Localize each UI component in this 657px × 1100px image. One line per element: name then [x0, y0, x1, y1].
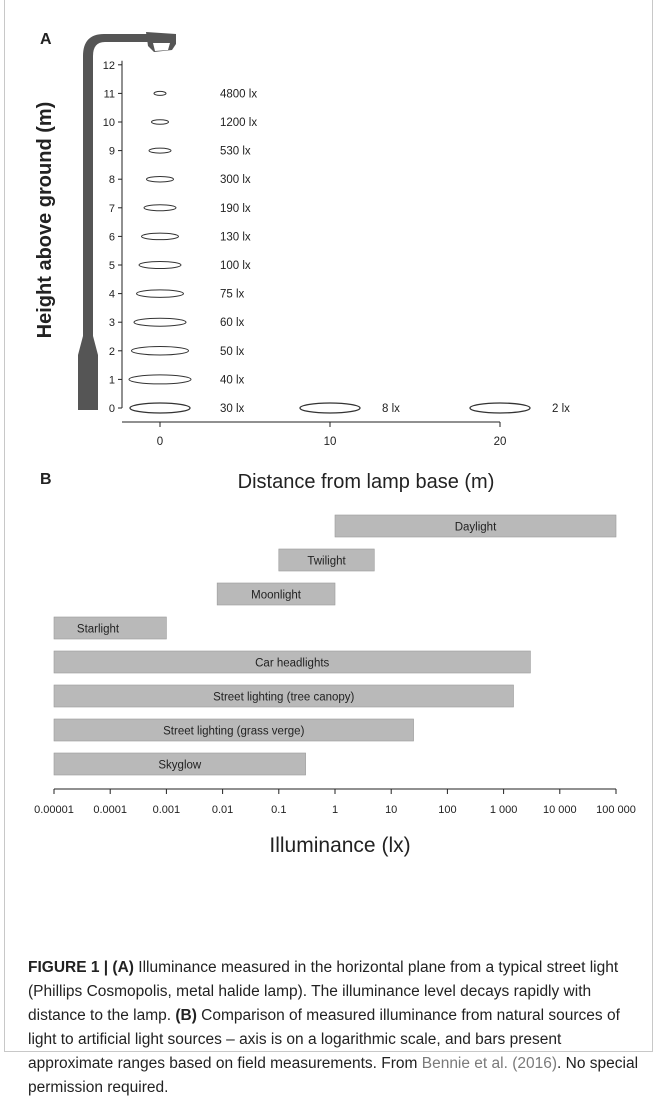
illuminance-ellipse	[141, 232, 179, 241]
y-tick-label: 10	[103, 117, 115, 129]
bar-label: Car headlights	[255, 658, 329, 670]
range-bar	[334, 514, 617, 538]
x-tick-label-b: 0.00001	[34, 804, 74, 816]
illuminance-ellipse	[153, 90, 167, 96]
illuminance-ellipse	[138, 261, 182, 269]
panel-label-a: A	[40, 31, 52, 48]
bar-label: Street lighting (grass verge)	[163, 726, 304, 738]
range-bar	[53, 752, 306, 776]
illuminance-label: 30 lx	[220, 403, 245, 415]
illuminance-ellipse	[133, 317, 187, 327]
illuminance-ellipse	[151, 119, 169, 125]
illuminance-ellipse	[299, 402, 361, 414]
bar-label: Starlight	[77, 624, 120, 636]
caption-lead: FIGURE 1 | (A)	[28, 959, 134, 976]
y-tick-label: 7	[109, 203, 115, 215]
caption-b-label: (B)	[175, 1007, 197, 1024]
illuminance-label: 50 lx	[220, 346, 245, 358]
y-tick-label: 3	[109, 317, 115, 329]
illuminance-ellipse	[146, 175, 174, 183]
illuminance-ellipse	[148, 147, 172, 154]
illuminance-label: 130 lx	[220, 231, 251, 243]
x-tick-label-b: 1 000	[490, 804, 518, 816]
bar-label: Daylight	[455, 522, 497, 534]
y-axis-title: Height above ground (m)	[34, 102, 56, 339]
y-tick-label: 4	[109, 289, 115, 301]
x-tick-label-b: 10 000	[543, 804, 577, 816]
figure-caption: FIGURE 1 | (A) Illuminance measured in t…	[28, 956, 638, 1100]
y-tick-label: 8	[109, 174, 115, 186]
illuminance-ellipse	[469, 402, 531, 414]
illuminance-label: 8 lx	[382, 403, 400, 415]
y-tick-label: 12	[103, 60, 115, 72]
range-bar	[53, 650, 531, 674]
x-tick-label-b: 100	[438, 804, 456, 816]
illuminance-label: 100 lx	[220, 260, 251, 272]
range-bar	[53, 616, 167, 640]
illuminance-label: 530 lx	[220, 146, 251, 158]
range-bar	[278, 548, 375, 572]
y-tick-label: 9	[109, 146, 115, 158]
lamp-light-icon	[153, 43, 170, 51]
chart-b: Daylight Twilight Moonlight Starlight Car he…	[34, 514, 636, 857]
caption-part1: Illuminance measured in the horizontal p…	[28, 959, 619, 1024]
bar-label: Moonlight	[251, 590, 302, 602]
illuminance-label: 40 lx	[220, 374, 245, 386]
x-tick-label-b: 0.001	[153, 804, 181, 816]
bar-label: Street lighting (tree canopy)	[213, 692, 354, 704]
x-tick-label-b: 1	[332, 804, 338, 816]
x-axis-title: Distance from lamp base (m)	[238, 471, 495, 493]
caption-citation-link[interactable]: Bennie et al. (2016)	[421, 1055, 558, 1072]
illuminance-label: 300 lx	[220, 174, 251, 186]
y-tick-label: 5	[109, 260, 115, 272]
illuminance-label: 1200 lx	[220, 117, 257, 129]
illuminance-label: 4800 lx	[220, 88, 257, 100]
x-tick-label: 10	[324, 436, 337, 448]
x-tick-label-b: 10	[385, 804, 397, 816]
x-tick-label-b: 100 000	[596, 804, 636, 816]
y-tick-label: 0	[109, 403, 115, 415]
bar-label: Skyglow	[158, 760, 202, 772]
x-tick-label-b: 0.1	[271, 804, 286, 816]
range-bar	[53, 718, 414, 742]
illuminance-label: 190 lx	[220, 203, 251, 215]
illuminance-label: 75 lx	[220, 289, 245, 301]
y-tick-label: 1	[109, 374, 115, 386]
figure-frame	[4, 0, 653, 1052]
x-tick-label-b: 0.01	[212, 804, 233, 816]
illuminance-ellipse	[131, 346, 189, 356]
illuminance-ellipse	[128, 374, 192, 385]
range-bar	[216, 582, 336, 606]
range-bar	[53, 684, 514, 708]
illuminance-ellipse	[136, 289, 184, 298]
illuminance-ellipse	[143, 204, 177, 212]
y-tick-label: 11	[104, 88, 115, 100]
panel-label-b: B	[40, 471, 52, 488]
illuminance-label: 2 lx	[552, 403, 570, 415]
illuminance-ellipse	[129, 402, 191, 414]
x-tick-label-b: 0.0001	[93, 804, 127, 816]
x-tick-label: 0	[157, 436, 163, 448]
illuminance-label: 60 lx	[220, 317, 245, 329]
y-tick-label: 2	[109, 346, 115, 358]
lamp-post-icon	[78, 34, 150, 410]
bar-label: Twilight	[307, 556, 346, 568]
y-tick-label: 6	[109, 231, 115, 243]
x-tick-label: 20	[494, 436, 507, 448]
x-axis-title-b: Illuminance (lx)	[269, 834, 410, 857]
